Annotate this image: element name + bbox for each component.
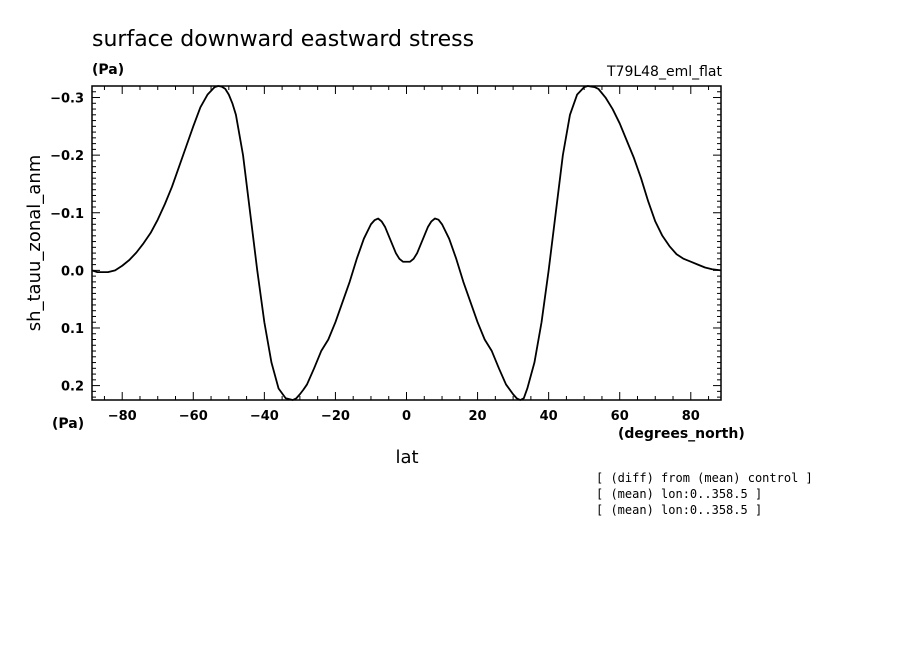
note-line-3: [ (mean) lon:0..358.5 ] bbox=[596, 503, 762, 517]
series-line bbox=[91, 85, 722, 401]
x-tick-label: 40 bbox=[540, 409, 558, 424]
x-tick-label: 20 bbox=[469, 409, 487, 424]
y-tick-label: 0.2 bbox=[61, 380, 84, 395]
x-axis-label: lat bbox=[395, 447, 418, 468]
y-tick-label: −0.3 bbox=[50, 92, 84, 107]
note-line-1: [ (diff) from (mean) control ] bbox=[596, 471, 813, 485]
title-units: (Pa) bbox=[92, 62, 124, 78]
y-axis-ticks: −0.3 −0.2 −0.1 0.0 0.1 0.2 bbox=[50, 85, 721, 398]
y-tick-label: 0.0 bbox=[61, 264, 84, 279]
series-layer bbox=[91, 85, 722, 401]
x-tick-label: 80 bbox=[682, 409, 700, 424]
x-tick-label: −40 bbox=[250, 409, 279, 424]
x-tick-label: −60 bbox=[179, 409, 208, 424]
chart-title: surface downward eastward stress bbox=[92, 27, 474, 52]
y-tick-label: −0.1 bbox=[50, 207, 84, 222]
y-axis-label: sh_tauu_zonal_anm bbox=[24, 155, 45, 332]
y-tick-label: 0.1 bbox=[61, 322, 84, 337]
x-axis-units: (degrees_north) bbox=[618, 426, 745, 442]
plot-frame bbox=[91, 85, 722, 401]
note-line-2: [ (mean) lon:0..358.5 ] bbox=[596, 487, 762, 501]
experiment-label: T79L48_eml_flat bbox=[606, 64, 723, 80]
x-tick-label: 0 bbox=[402, 409, 411, 424]
x-tick-label: −80 bbox=[108, 409, 137, 424]
x-tick-label: −20 bbox=[321, 409, 350, 424]
x-tick-label: 60 bbox=[611, 409, 629, 424]
y-axis-units: (Pa) bbox=[52, 416, 84, 432]
x-axis-ticks: −80 −60 −40 −20 0 20 40 60 80 bbox=[103, 86, 710, 424]
y-tick-label: −0.2 bbox=[50, 149, 84, 164]
